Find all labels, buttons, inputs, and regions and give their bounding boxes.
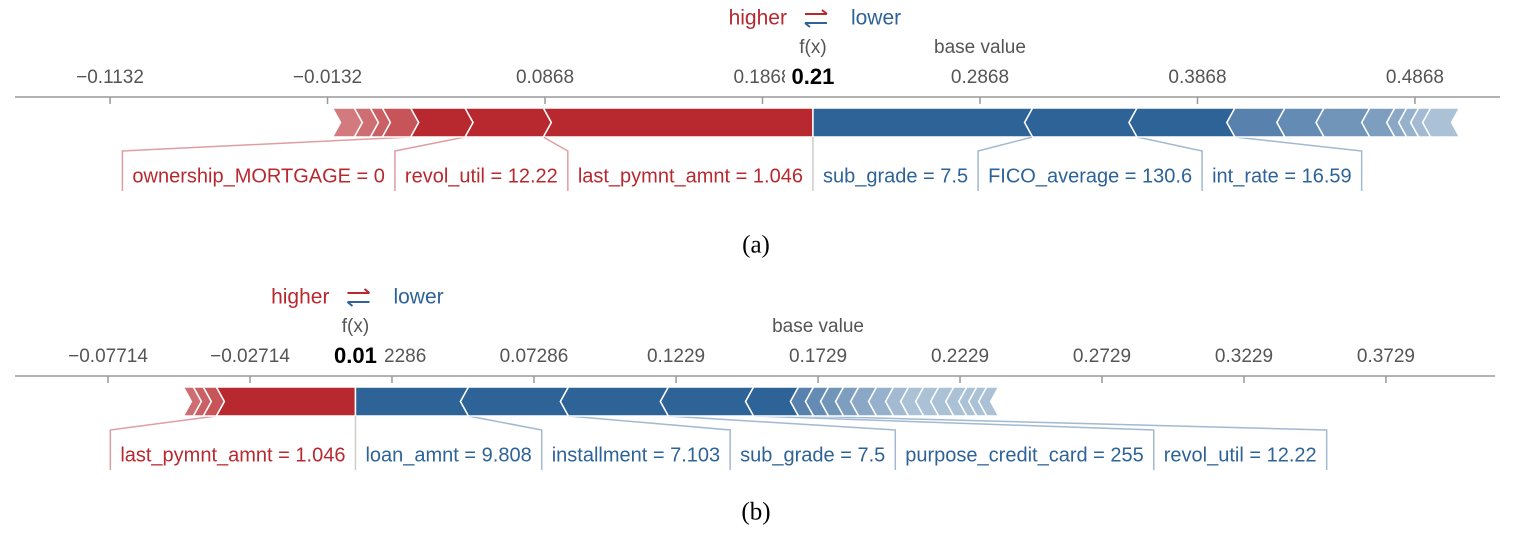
feature-label: last_pymnt_amnt = 1.046: [578, 165, 803, 187]
legend-arrow: [347, 288, 371, 294]
force-plot: higher lower−0.1132 −0.0132 0.0868 0.1868 0.2…: [15, 7, 1500, 259]
shap-segment: [409, 107, 474, 138]
caption: (a): [742, 232, 770, 259]
shap-segment: [354, 386, 470, 417]
force-plot: higher lower−0.07714 −0.02714 0.02286 0.0728…: [15, 286, 1495, 526]
fx-bg: [784, 66, 841, 90]
shap-segment: [559, 386, 670, 417]
shap-segment: [812, 107, 1034, 138]
legend-arrow: [804, 22, 827, 28]
x-tick-label: −0.07714: [68, 346, 148, 367]
x-tick-label: 0.07286: [500, 346, 569, 367]
feature-label: FICO_average = 130.6: [988, 165, 1192, 187]
label-connector: [394, 136, 466, 191]
legend-arrow: [804, 9, 828, 15]
x-tick-label: −0.1132: [76, 67, 144, 88]
x-tick-label: 0.1229: [647, 346, 705, 367]
label-connector: [568, 415, 731, 470]
label-connector: [668, 415, 897, 470]
label-connector: [468, 415, 543, 470]
x-tick-label: 0.2729: [1073, 346, 1131, 367]
base-value-label: base value: [934, 37, 1026, 58]
x-tick-label: 0.1729: [789, 346, 847, 367]
label-connector: [798, 415, 1328, 470]
legend-lower: lower: [393, 286, 443, 309]
fx-label: f(x): [342, 316, 369, 337]
caption: (b): [741, 499, 770, 526]
shap-segment: [463, 107, 553, 138]
x-tick-label: 0.3229: [1215, 346, 1273, 367]
label-connector: [977, 136, 1033, 191]
fx-value: 0.21: [792, 64, 835, 89]
label-connector: [1234, 136, 1363, 191]
x-tick-label: −0.0132: [293, 67, 362, 88]
feature-label: sub_grade = 7.5: [740, 444, 885, 466]
feature-label: purpose_credit_card = 255: [905, 444, 1144, 466]
x-tick-label: 0.4868: [1386, 67, 1444, 88]
x-tick-label: 0.1868: [733, 67, 791, 88]
label-connector: [121, 136, 411, 191]
shap-segment: [459, 386, 570, 417]
feature-label: revol_util = 12.22: [1164, 444, 1317, 466]
x-tick-label: 0.3729: [1357, 346, 1415, 367]
x-tick-label: 0.2229: [931, 346, 989, 367]
fx-bg: [327, 345, 384, 369]
label-connector: [1136, 136, 1203, 191]
label-connector: [542, 136, 569, 191]
fx-label: f(x): [799, 37, 826, 58]
legend-arrow: [346, 301, 370, 307]
feature-label: last_pymnt_amnt = 1.046: [120, 444, 345, 466]
feature-label: int_rate = 16.59: [1212, 165, 1352, 187]
x-tick-label: 0.2868: [951, 67, 1009, 88]
legend-higher: higher: [271, 286, 329, 309]
feature-label: sub_grade = 7.5: [823, 165, 968, 187]
x-tick-label: 0.3868: [1168, 67, 1226, 88]
label-connector: [753, 415, 1155, 470]
x-tick-label: −0.02714: [210, 346, 290, 367]
shap-segment: [182, 386, 203, 417]
feature-label: revol_util = 12.22: [405, 165, 558, 187]
feature-label: loan_amnt = 9.808: [365, 444, 531, 466]
legend-higher: higher: [729, 7, 787, 30]
shap-segment: [1023, 107, 1139, 138]
shap-segment: [215, 386, 357, 417]
shap-segment: [331, 107, 364, 138]
shap-segment: [659, 386, 755, 417]
legend-lower: lower: [851, 7, 901, 30]
x-tick-label: 0.0868: [516, 67, 574, 88]
shap-segment: [542, 107, 814, 138]
base-value-label: base value: [772, 316, 864, 337]
feature-label: ownership_MORTGAGE = 0: [132, 165, 385, 187]
shap-segment: [1421, 107, 1461, 138]
shap-segment: [1128, 107, 1237, 138]
fx-value: 0.01: [334, 343, 377, 368]
shap-segment: [977, 386, 1000, 417]
label-connector: [109, 415, 217, 470]
feature-label: installment = 7.103: [552, 444, 720, 466]
